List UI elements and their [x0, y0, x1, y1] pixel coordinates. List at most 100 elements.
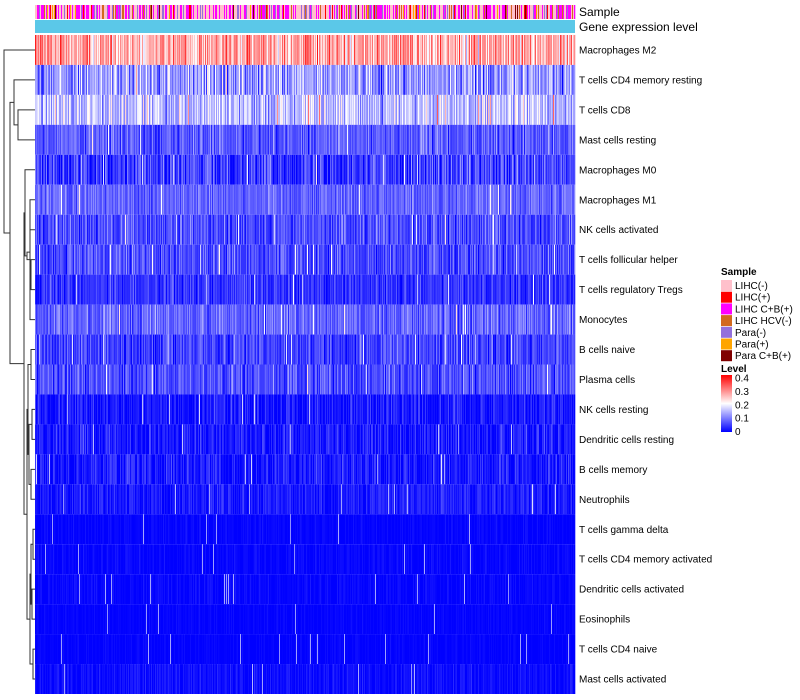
heatmap-row [35, 124, 576, 155]
heatmap-cell [359, 184, 361, 215]
heatmap-cell [64, 94, 66, 125]
heatmap-cell [441, 214, 443, 245]
heatmap-cell [406, 35, 408, 65]
heatmap-cell [480, 154, 482, 185]
heatmap-cell [385, 154, 387, 185]
heatmap-cell [97, 244, 99, 275]
sample-annotation-cell [123, 5, 125, 19]
heatmap-cell [541, 124, 543, 155]
heatmap-cell [536, 35, 538, 65]
heatmap-cell [482, 154, 484, 185]
heatmap-cell [408, 94, 410, 125]
heatmap-cell [72, 274, 74, 305]
heatmap-cell [511, 124, 513, 155]
heatmap-cell [148, 244, 150, 275]
heatmap-cell [407, 124, 409, 155]
heatmap-cell [417, 64, 419, 95]
heatmap-cell [444, 154, 446, 185]
heatmap-cell [455, 154, 457, 185]
sample-annotation-cell [251, 5, 253, 19]
sample-annotation-cell [506, 5, 508, 19]
heatmap-cell [198, 244, 200, 275]
heatmap-cell [357, 154, 359, 185]
sample-annotation-cell [362, 5, 364, 19]
heatmap-cell [182, 154, 184, 185]
heatmap-cell [248, 214, 250, 245]
heatmap-cell [573, 184, 575, 215]
heatmap-cell [366, 124, 368, 155]
heatmap-cell [289, 124, 291, 155]
heatmap-cell [278, 214, 280, 245]
heatmap-cell [565, 35, 567, 65]
heatmap-cell [157, 124, 159, 155]
heatmap-cell [256, 184, 258, 215]
heatmap-cell [113, 154, 115, 185]
heatmap-cell [302, 184, 304, 215]
heatmap-cell [200, 214, 202, 245]
heatmap-cell [100, 94, 102, 125]
heatmap-cell [315, 64, 317, 95]
heatmap-cell [513, 124, 515, 155]
heatmap-cell [401, 35, 403, 65]
heatmap-cell [254, 35, 256, 65]
heatmap-cell [289, 184, 291, 215]
heatmap-cell [94, 154, 96, 185]
heatmap-cell [78, 94, 80, 125]
heatmap-cell [442, 35, 444, 65]
heatmap-cell [339, 184, 341, 215]
sample-annotation-cell [108, 5, 110, 19]
heatmap-cell [388, 214, 390, 245]
heatmap-cell [206, 184, 208, 215]
heatmap-cell [146, 94, 148, 125]
heatmap-cell [392, 64, 394, 95]
heatmap-cell [87, 124, 89, 155]
heatmap-cell [535, 154, 537, 185]
heatmap-cell [53, 184, 55, 215]
sample-annotation-cell [539, 5, 541, 19]
heatmap-cell [294, 244, 296, 275]
heatmap-cell [564, 124, 566, 155]
sample-annotation-cell [349, 5, 351, 19]
heatmap-cell [172, 35, 174, 65]
heatmap-cell [53, 214, 55, 245]
sample-annotation-cell [441, 5, 443, 19]
heatmap-cell [444, 94, 446, 125]
heatmap-cell [186, 244, 188, 275]
heatmap-cell [390, 154, 392, 185]
heatmap-cell [517, 154, 519, 185]
sample-annotation-cell [508, 5, 510, 19]
heatmap-cell [390, 244, 392, 275]
heatmap-cell [185, 35, 187, 65]
heatmap-cell [535, 35, 537, 65]
heatmap-cell [211, 35, 213, 65]
sample-annotation-cell [200, 5, 202, 19]
heatmap-cell [498, 124, 500, 155]
heatmap-cell [218, 214, 220, 245]
heatmap-cell [426, 94, 428, 125]
heatmap-cell [547, 124, 549, 155]
sample-annotation-cell [169, 5, 171, 19]
heatmap-cell [510, 244, 512, 275]
heatmap-cell [438, 35, 440, 65]
heatmap-cell [554, 124, 556, 155]
heatmap-cell [159, 124, 161, 155]
heatmap-cell [460, 244, 462, 275]
sample-annotation-cell [161, 5, 163, 19]
heatmap-cell [62, 274, 64, 305]
heatmap-cell [420, 154, 422, 185]
heatmap-cell [512, 35, 514, 65]
sample-annotation-cell [327, 5, 329, 19]
heatmap-cell [524, 154, 526, 185]
sample-annotation-cell [235, 5, 237, 19]
heatmap-cell [468, 244, 470, 275]
heatmap-cell [452, 35, 454, 65]
heatmap-cell [241, 214, 243, 245]
heatmap-cell [143, 35, 145, 65]
heatmap-cell [97, 184, 99, 215]
heatmap-cell [309, 124, 311, 155]
heatmap-cell [353, 184, 355, 215]
heatmap-cell [553, 124, 555, 155]
sample-annotation-cell [239, 5, 241, 19]
heatmap-cell [343, 94, 345, 125]
heatmap-cell [440, 154, 442, 185]
